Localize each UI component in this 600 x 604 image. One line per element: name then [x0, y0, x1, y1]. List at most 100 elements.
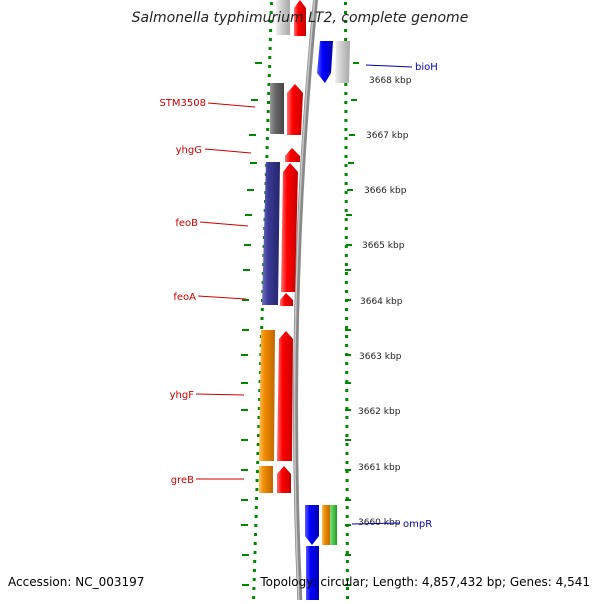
track-outline-dot [344, 2, 347, 5]
track-outline-dot [256, 461, 260, 464]
gene-block-feoB[interactable] [262, 162, 280, 305]
track-outline-dot [346, 587, 349, 590]
track-outline-dot [253, 560, 257, 563]
track-outline-dot [268, 65, 272, 68]
track-outline-dot [267, 83, 271, 86]
gene-block-STM3508[interactable] [270, 83, 284, 134]
track-outline-dot [345, 344, 349, 347]
track-outline-dot [265, 146, 269, 149]
track-outline-dot [269, 29, 273, 32]
genome-stats: Topology: circular; Length: 4,857,432 bp… [260, 575, 590, 589]
ruler-label: 3664 kbp [360, 297, 403, 307]
track-outline-dot [252, 587, 256, 590]
track-outline-dot [345, 443, 349, 446]
track-outline-dot [253, 542, 257, 545]
track-outline-dot [344, 218, 348, 221]
track-outline-dot [344, 11, 347, 14]
track-outline-dot [345, 371, 349, 374]
track-outline-dot [252, 578, 256, 581]
gene-label-bioH[interactable]: bioH [415, 62, 438, 73]
track-outline-dot [345, 515, 349, 518]
cds-arrow-yhgF[interactable] [277, 331, 293, 461]
ruler-label: 3665 kbp [362, 241, 405, 251]
track-outline-dot [260, 308, 264, 311]
label-leaders [195, 64, 413, 525]
track-outline-dot [257, 425, 261, 428]
map-title: Salmonella typhimurium LT2, complete gen… [131, 10, 469, 26]
track-outline-dot [269, 2, 273, 5]
cds-arrow-bioH[interactable] [317, 41, 333, 83]
gene-label-yhgG[interactable]: yhgG [176, 145, 202, 156]
track-outline-dot [345, 533, 349, 536]
cds-arrow-envZ[interactable] [306, 546, 319, 600]
track-outline-dot [344, 29, 348, 32]
track-outline-dot [344, 119, 348, 122]
cds-arrow-red[interactable] [294, 0, 306, 36]
track-outline-dot [345, 569, 349, 572]
gene-block-gray[interactable] [276, 0, 290, 35]
track-outline-dot [345, 470, 349, 473]
track-outline-dot [345, 380, 349, 383]
track-outline-dot [266, 119, 270, 122]
track-outline-dot [345, 578, 349, 581]
track-outline-dot [345, 398, 349, 401]
track-outline-dot [345, 452, 349, 455]
gene-label-yhgF[interactable]: yhgF [170, 390, 195, 401]
gene-label-greB[interactable]: greB [171, 475, 194, 486]
genome-backbone [293, 0, 319, 604]
track-outline-dot [260, 317, 264, 320]
track-outline-dot [254, 524, 258, 527]
gene-label-STM3508[interactable]: STM3508 [159, 98, 206, 109]
track-outline-dot [344, 272, 348, 275]
accession-info: Accession: NC_003197 [8, 575, 145, 589]
cds-arrow-feoA[interactable] [280, 293, 293, 306]
track-outline-dot [252, 569, 256, 572]
gene-block-bioH[interactable] [335, 41, 350, 83]
track-outline-dot [257, 434, 260, 437]
track-outline-dot [344, 110, 348, 113]
track-outline-dot [344, 137, 348, 140]
track-outline-dot [267, 92, 271, 95]
gene-label-feoA[interactable]: feoA [173, 292, 196, 303]
gene-label-feoB[interactable]: feoB [175, 218, 198, 229]
track-outline-dot [345, 407, 349, 410]
track-outline-dot [345, 542, 349, 545]
track-outline-dot [345, 308, 348, 311]
cds-arrow-feoB[interactable] [281, 163, 298, 292]
track-outline-dot [345, 560, 349, 563]
cds-arrow-yhgG[interactable] [285, 148, 300, 162]
gene-label-ompR[interactable]: ompR [403, 519, 432, 530]
track-outline-dot [344, 182, 348, 185]
gene-block-ompR-green[interactable] [330, 505, 337, 545]
track-outline-dot [254, 515, 258, 518]
track-outline-dot [344, 245, 348, 248]
track-outline-dot [345, 335, 349, 338]
track-outline-dot [345, 488, 349, 491]
track-outline-dot [344, 209, 348, 212]
track-outline-dot [345, 389, 349, 392]
track-outline-dot [253, 551, 257, 554]
track-outline-dot [344, 227, 348, 230]
track-outline-dot [252, 596, 256, 599]
track-outline-dot [255, 470, 259, 473]
track-outline-dot [254, 506, 258, 509]
track-outline-dot [344, 254, 348, 257]
track-outline-dot [344, 128, 348, 131]
gene-block-ompR-orange[interactable] [322, 505, 330, 545]
gene-block-greB[interactable] [259, 466, 273, 493]
track-outline-dot [345, 425, 349, 428]
track-outline-dot [345, 362, 349, 365]
track-outline-dot [258, 398, 262, 401]
cds-arrow-STM3508[interactable] [287, 84, 303, 135]
track-outline-dot [344, 155, 348, 158]
cds-arrow-greB[interactable] [277, 466, 291, 493]
cds-arrow-ompR[interactable] [305, 505, 319, 545]
gene-block-yhgF[interactable] [259, 330, 275, 461]
track-outline-dot [344, 200, 348, 203]
ruler-label: 3666 kbp [364, 186, 407, 196]
track-outline-dot [344, 236, 348, 239]
track-outline-dot [344, 263, 348, 266]
track-outline-dot [257, 416, 261, 419]
